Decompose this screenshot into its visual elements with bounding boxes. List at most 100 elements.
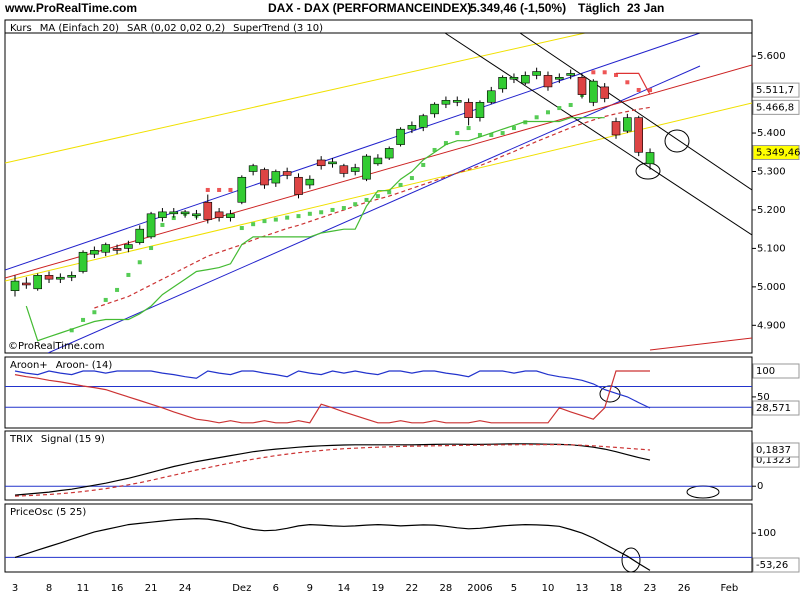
sar-dot bbox=[443, 141, 448, 146]
legend-entry: PriceOsc (5 25) bbox=[10, 507, 86, 518]
legend-entry: MA (Einfach 20) bbox=[40, 23, 119, 34]
indicator-line bbox=[14, 370, 651, 409]
indicator-line bbox=[14, 517, 651, 571]
sar-dot bbox=[149, 246, 154, 251]
candle-body bbox=[589, 80, 598, 103]
sar-dot bbox=[251, 222, 256, 227]
sar-dot bbox=[409, 176, 414, 181]
candle-body bbox=[350, 167, 360, 172]
x-tick-label: 8 bbox=[46, 583, 52, 594]
last-value-box bbox=[752, 144, 800, 160]
last-value-box bbox=[752, 82, 800, 98]
x-tick-label: 24 bbox=[179, 583, 192, 594]
sar-dot bbox=[398, 182, 403, 187]
panel-frame bbox=[4, 430, 753, 501]
sar-dot bbox=[500, 131, 505, 136]
x-tick-label: Dez bbox=[232, 583, 251, 594]
sar-dot bbox=[307, 211, 312, 216]
y-tick-label: 5.400 bbox=[757, 128, 786, 139]
last-value-label: 0,1837 bbox=[756, 445, 791, 456]
y-tick-label: 0 bbox=[757, 481, 763, 492]
candle-body bbox=[33, 275, 42, 290]
sar-dot bbox=[296, 214, 301, 219]
last-value-label: 5.466,8 bbox=[756, 102, 794, 113]
candle-body bbox=[418, 115, 428, 128]
trend-line bbox=[47, 65, 701, 353]
x-tick-label: 19 bbox=[372, 583, 385, 594]
candle-body bbox=[577, 76, 587, 95]
sar-dot bbox=[648, 88, 653, 93]
legend-entry: Signal (15 9) bbox=[41, 434, 105, 445]
legend-entry: Kurs bbox=[10, 23, 32, 34]
sar-dot bbox=[103, 297, 108, 302]
x-tick-label: 28 bbox=[440, 583, 453, 594]
candle-body bbox=[158, 211, 167, 218]
sar-dot bbox=[489, 132, 494, 137]
candle-body bbox=[237, 176, 247, 203]
trend-line bbox=[5, 32, 701, 271]
x-tick-label: 2006 bbox=[467, 583, 492, 594]
last-value-label: 28,571 bbox=[756, 403, 791, 414]
annotation-circle bbox=[621, 547, 641, 572]
sar-dot bbox=[205, 187, 210, 192]
sar-dot bbox=[421, 162, 426, 167]
priceosc-panel bbox=[5, 517, 752, 572]
indicator-line bbox=[14, 370, 650, 424]
sar-dot bbox=[330, 207, 335, 212]
legend-entry: Aroon+ bbox=[10, 360, 48, 371]
trend-line bbox=[649, 337, 752, 351]
sar-dot bbox=[591, 70, 596, 75]
candle-body bbox=[543, 75, 553, 88]
candle-body bbox=[78, 251, 88, 272]
sar-dot bbox=[126, 272, 131, 277]
last-value-label: 0,1323 bbox=[756, 455, 791, 466]
y-tick-label: 5.300 bbox=[757, 167, 786, 178]
candle-body bbox=[101, 244, 111, 253]
candle-body bbox=[430, 103, 439, 115]
y-tick-label: 5.200 bbox=[757, 205, 786, 216]
sar-dot bbox=[160, 222, 165, 227]
site-name[interactable]: www.ProRealTime.com bbox=[4, 1, 137, 15]
candle-body bbox=[475, 101, 485, 118]
legend-entry: TRIX bbox=[9, 434, 33, 445]
x-tick-label: 9 bbox=[307, 583, 313, 594]
candle-body bbox=[316, 159, 326, 167]
sar-dot bbox=[92, 310, 97, 315]
candle-body bbox=[56, 276, 65, 280]
candle-body bbox=[67, 275, 76, 278]
sar-dot bbox=[523, 120, 528, 125]
sar-dot bbox=[387, 190, 392, 195]
y-tick-label: 50 bbox=[757, 392, 770, 403]
candle-body bbox=[600, 86, 609, 99]
x-tick-label: 3 bbox=[12, 583, 18, 594]
period: Täglich bbox=[578, 1, 620, 15]
candle-body bbox=[498, 76, 507, 90]
quote: 5.349,46 (-1,50%) bbox=[470, 1, 566, 15]
candle-body bbox=[214, 211, 224, 218]
annotation-circle bbox=[664, 129, 690, 153]
candle-body bbox=[305, 178, 315, 186]
candle-body bbox=[260, 169, 269, 186]
sar-dot bbox=[557, 106, 562, 111]
candle-body bbox=[384, 148, 394, 159]
trend-line bbox=[444, 32, 752, 236]
x-tick-label: 23 bbox=[644, 583, 657, 594]
candle-body bbox=[282, 171, 292, 176]
sar-dot bbox=[69, 328, 74, 333]
sar-dot bbox=[285, 215, 290, 220]
y-tick-label: 5.100 bbox=[757, 243, 786, 254]
sar-dot bbox=[228, 187, 233, 192]
last-value-box bbox=[752, 99, 800, 115]
candle-body bbox=[294, 176, 303, 195]
candle-body bbox=[339, 165, 349, 174]
last-value-box bbox=[752, 363, 800, 379]
date: 23 Jan bbox=[627, 1, 664, 15]
candle-body bbox=[362, 155, 371, 180]
x-tick-label: 13 bbox=[576, 583, 589, 594]
watermark: ©ProRealTime.com bbox=[8, 341, 104, 352]
candle-body bbox=[452, 100, 462, 103]
trend-line bbox=[5, 64, 752, 279]
sar-dot bbox=[137, 260, 142, 265]
